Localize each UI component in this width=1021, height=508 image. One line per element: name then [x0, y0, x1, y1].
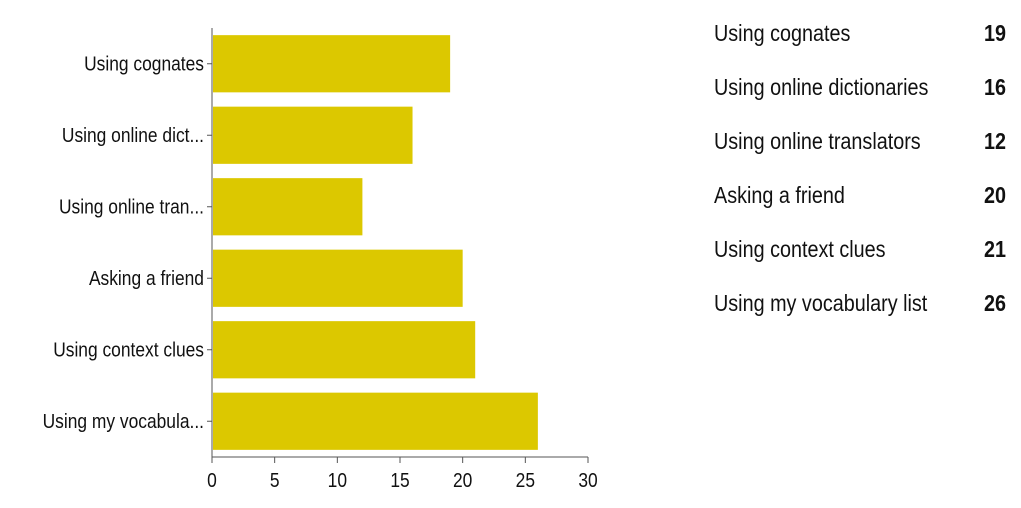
x-tick-label: 25	[516, 469, 535, 491]
x-tick-label: 10	[328, 469, 347, 491]
table-row: Using online translators 12	[714, 114, 1010, 168]
y-tick-label: Using context clues	[53, 339, 204, 361]
table-row: Using cognates 19	[714, 6, 1010, 60]
x-tick-label: 0	[207, 469, 217, 491]
summary-table: Using cognates 19 Using online dictionar…	[714, 6, 1010, 330]
bar	[213, 106, 413, 164]
row-count: 19	[984, 19, 1007, 46]
bar	[213, 392, 538, 450]
row-count: 21	[984, 235, 1007, 262]
row-count: 12	[984, 127, 1007, 154]
y-tick-label: Asking a friend	[89, 267, 204, 289]
row-label: Using online translators	[714, 127, 921, 154]
row-label: Using context clues	[714, 235, 886, 262]
row-label: Using my vocabulary list	[714, 289, 928, 316]
row-count: 20	[984, 181, 1007, 208]
table-row: Using context clues 21	[714, 222, 1010, 276]
x-tick-label: 30	[578, 469, 597, 491]
row-label: Using cognates	[714, 19, 851, 46]
y-tick-label: Using online dict...	[62, 124, 204, 146]
row-count: 26	[984, 289, 1007, 316]
bar	[213, 178, 363, 236]
y-tick-label: Using cognates	[84, 53, 204, 75]
bar	[213, 321, 476, 379]
row-label: Using online dictionaries	[714, 73, 929, 100]
x-tick-label: 20	[453, 469, 472, 491]
table-row: Asking a friend 20	[714, 168, 1010, 222]
bar-chart: Using cognates Using online dict... Using …	[43, 28, 598, 491]
row-count: 16	[984, 73, 1007, 100]
y-tick-label: Using online tran...	[59, 196, 204, 218]
x-tick-label: 5	[270, 469, 280, 491]
row-label: Asking a friend	[714, 181, 845, 208]
bar	[213, 249, 463, 307]
bar	[213, 35, 451, 93]
x-tick-label: 15	[390, 469, 409, 491]
table-row: Using my vocabulary list 26	[714, 276, 1010, 330]
table-row: Using online dictionaries 16	[714, 60, 1010, 114]
y-tick-label: Using my vocabula...	[43, 410, 204, 432]
